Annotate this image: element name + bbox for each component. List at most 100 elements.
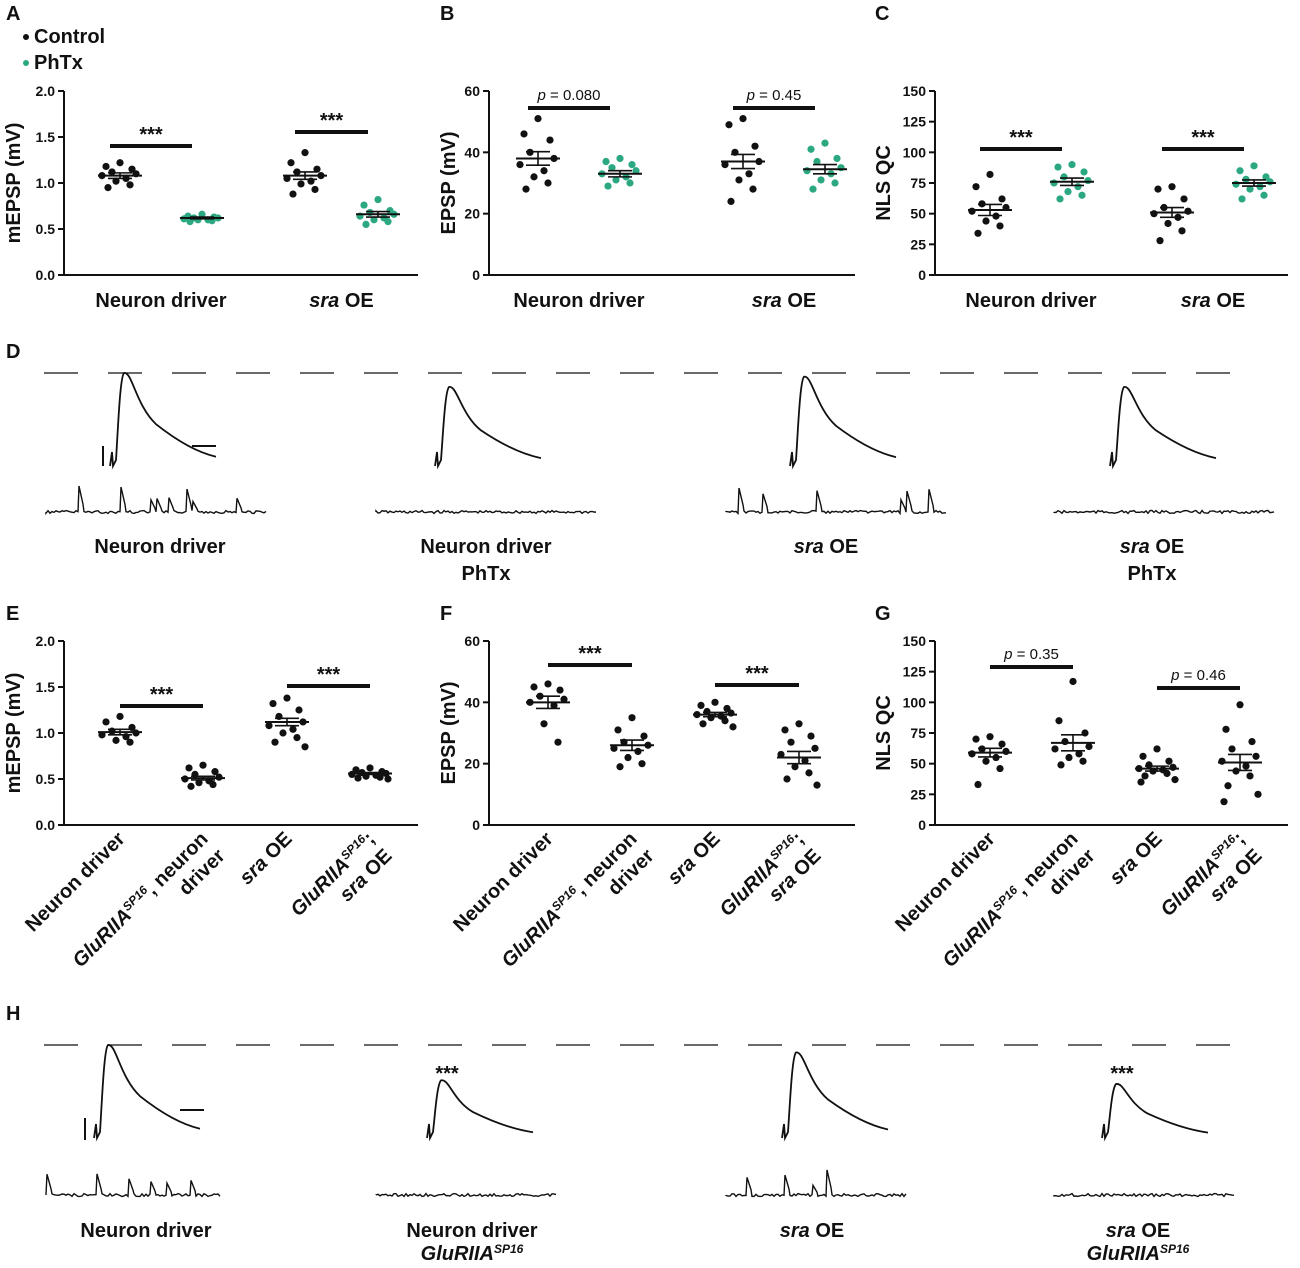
panel-h-trace2-label: sra OE xyxy=(780,1220,844,1242)
legend-control-marker xyxy=(23,34,29,40)
chart-c-control-point xyxy=(974,229,982,237)
chart-b-phtx-point xyxy=(813,157,821,166)
chart-a-phtx-point xyxy=(360,201,368,209)
chart-f-col3-point xyxy=(783,775,791,783)
panel-h-trace1-label: Neuron driver xyxy=(406,1220,537,1242)
chart-e-col3-point xyxy=(366,764,374,772)
panel-h-trace3-label-text: OE xyxy=(1136,1220,1170,1242)
chart-b-control-point xyxy=(749,185,757,193)
chart-g-col1-point xyxy=(1079,757,1087,765)
chart-e-col1-point xyxy=(199,761,207,769)
chart-b-sig-value: = 0.080 xyxy=(546,87,601,104)
chart-g-ytick-label: 150 xyxy=(903,633,927,649)
chart-g-ylabel: NLS QC xyxy=(873,695,895,771)
chart-c-ytick-label: 100 xyxy=(903,144,927,160)
chart-b-ytick-label: 60 xyxy=(464,83,480,99)
chart-c-control-point xyxy=(986,170,994,179)
chart-b-phtx-point xyxy=(616,154,624,163)
chart-e-ytick-label: 0.5 xyxy=(36,771,56,787)
chart-f-col0-point xyxy=(550,701,558,710)
chart-b-control-point xyxy=(530,173,538,181)
chart-e-col3-point xyxy=(384,775,392,783)
chart-g-sig-p: p xyxy=(1003,646,1012,663)
chart-g-col1-point xyxy=(1069,677,1077,686)
panel-h-trace1-mini-trace xyxy=(375,1192,557,1198)
chart-f-col1-point xyxy=(610,744,618,752)
chart-a-control-point xyxy=(301,149,309,157)
chart-e-col2-point xyxy=(265,722,273,730)
chart-e-ytick-label: 0.0 xyxy=(36,817,56,833)
chart-e-cat-line: sra OE xyxy=(235,828,296,889)
chart-f-col0-point xyxy=(540,720,548,728)
chart-c-ytick-label: 75 xyxy=(910,175,926,191)
chart-a-control-point xyxy=(311,185,319,194)
chart-b-control-point xyxy=(546,136,554,144)
chart-c-control-point xyxy=(972,183,980,191)
chart-a-category-label: sra OE xyxy=(309,290,373,312)
chart-b-phtx-point xyxy=(821,139,829,147)
chart-a-category-label: Neuron driver xyxy=(95,290,226,312)
chart-g-sig-value: = 0.35 xyxy=(1013,646,1059,663)
panel-d-trace3-label-text: OE xyxy=(1150,536,1184,558)
chart-b-control-point xyxy=(540,167,548,175)
chart-b-control-point xyxy=(544,179,552,187)
chart-a-phtx-point xyxy=(370,216,378,224)
chart-c-ytick-label: 25 xyxy=(910,236,926,252)
chart-f-col2-point xyxy=(711,698,719,706)
panel-h-trace3-label-line2: GluRIIASP16 xyxy=(1087,1242,1190,1265)
chart-a-category-italic: sra xyxy=(309,290,339,312)
chart-g-col0-point xyxy=(998,740,1006,748)
chart-a-control-point xyxy=(289,190,297,198)
chart-g-col0-point xyxy=(982,757,990,765)
chart-b-phtx-point xyxy=(807,145,815,153)
chart-f-col3-point xyxy=(811,744,819,752)
chart-b-control-point xyxy=(745,170,753,178)
chart-f-col3-point xyxy=(801,757,809,765)
chart-g-cat-line: GluRIIASP16, neuron xyxy=(938,827,1083,972)
chart-g-col1-point xyxy=(1061,737,1069,746)
chart-a-ytick-label: 1.5 xyxy=(36,129,56,145)
chart-c-control-point xyxy=(998,195,1006,203)
panel-h-trace3-label-genotype: GluRIIA xyxy=(1087,1243,1160,1265)
chart-e-sig-label: *** xyxy=(150,684,174,706)
chart-f-cat-italic: GluRIIA xyxy=(498,905,565,972)
chart-e-ytick-label: 1.0 xyxy=(36,725,56,741)
chart-f-cat-line: GluRIIASP16, neuron xyxy=(497,827,642,972)
chart-e-col2-point xyxy=(279,729,287,737)
chart-b-phtx-point xyxy=(833,154,841,163)
panel-d-trace2-evoked-trace xyxy=(789,375,897,470)
chart-b-sig-p: p xyxy=(537,87,546,104)
chart-c-phtx-point xyxy=(1238,195,1246,203)
chart-b-control-point xyxy=(739,115,747,123)
chart-g-col3-point xyxy=(1220,798,1228,806)
chart-g-col3-point xyxy=(1218,757,1226,765)
chart-b-control-point xyxy=(751,142,759,150)
chart-a-phtx-point xyxy=(374,195,382,204)
panel-d-trace3-mini-trace xyxy=(1053,509,1275,515)
panel-h-trace2-label-text: OE xyxy=(810,1220,844,1242)
panel-h-trace3-evoked-trace xyxy=(1101,1083,1209,1142)
chart-g-col2-point xyxy=(1165,757,1173,765)
panel-h-trace2-mini-trace xyxy=(725,1169,907,1198)
chart-c-phtx-point xyxy=(1068,161,1076,169)
chart-b-phtx-point xyxy=(602,157,610,166)
chart-b-phtx-point xyxy=(831,179,839,187)
chart-a-control-point xyxy=(116,159,124,167)
panel-d-trace3-evoked-trace xyxy=(1109,386,1217,470)
chart-a-category-text: Neuron driver xyxy=(95,290,226,312)
panel-letter-f: F xyxy=(440,603,452,625)
chart-e-col1-point xyxy=(185,764,193,772)
chart-f-ytick-label: 60 xyxy=(464,633,480,649)
chart-a-control-point xyxy=(287,159,295,167)
chart-b-phtx-point xyxy=(628,161,636,169)
chart-b-ylabel: EPSP (mV) xyxy=(438,132,460,235)
panel-letter-h: H xyxy=(6,1003,20,1025)
chart-g-sig-p: p xyxy=(1170,667,1179,684)
chart-c-phtx-point xyxy=(1060,173,1068,181)
panel-d-trace2-label: sra OE xyxy=(794,536,858,558)
chart-b-control-point xyxy=(534,115,542,123)
chart-a-control-point xyxy=(112,177,120,185)
chart-e-col0-point xyxy=(126,738,134,746)
chart-b-category-text: Neuron driver xyxy=(513,290,644,312)
chart-f-col2-point xyxy=(729,723,737,731)
